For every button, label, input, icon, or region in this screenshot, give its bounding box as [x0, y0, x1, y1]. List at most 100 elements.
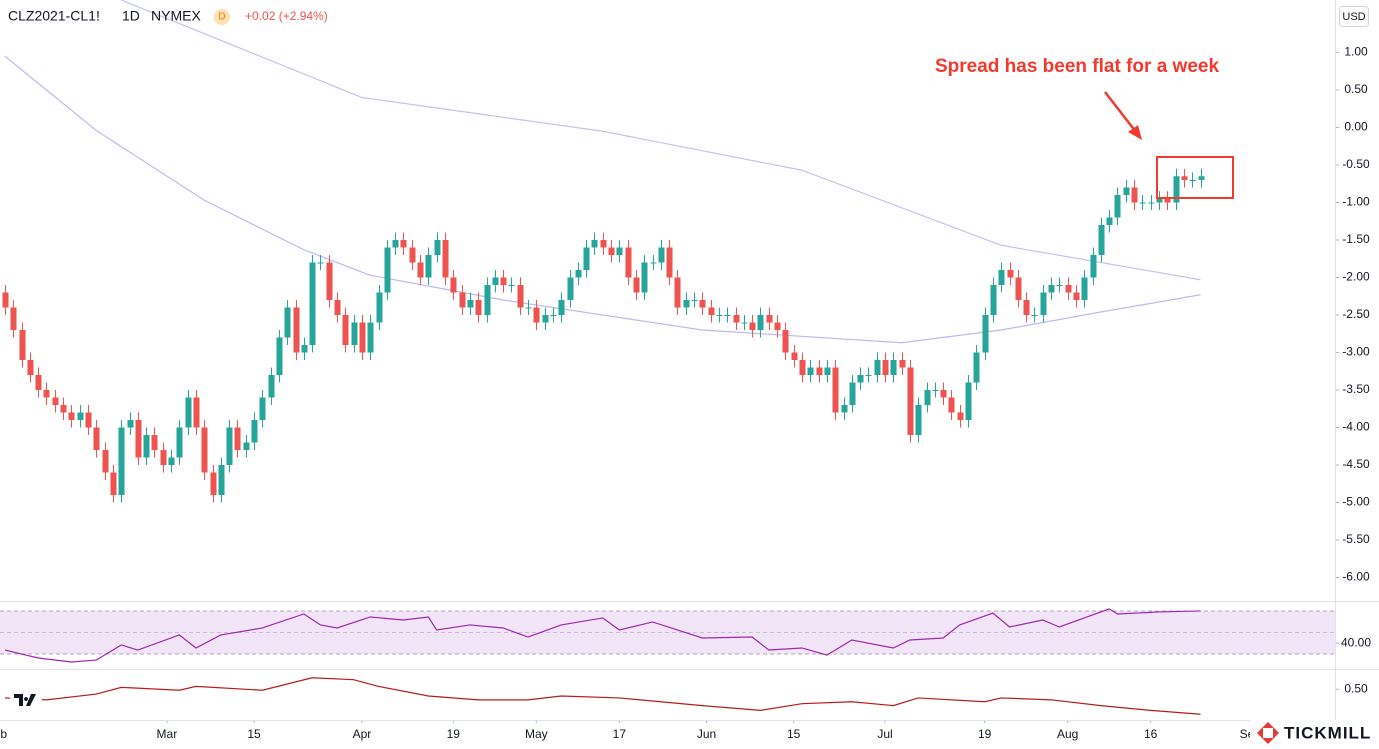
x-tick-label: 15	[247, 727, 261, 741]
price-axis: 1.00 0.50 0.00 -0.50 -1.00 -1.50 -2.00 -2.50 -3.…	[1335, 45, 1371, 695]
candle-body	[43, 390, 50, 398]
candle-body	[334, 300, 341, 315]
candle-body	[1098, 225, 1105, 255]
candle-body	[301, 345, 308, 353]
candle-body	[1139, 202, 1146, 204]
candle-body	[317, 262, 324, 264]
candle-body	[915, 405, 922, 435]
candle-body	[110, 472, 117, 495]
y-tick-label: -2.50	[1342, 307, 1370, 321]
x-tick-label: Aug	[1057, 727, 1078, 741]
candle-body	[791, 352, 798, 360]
candle-body	[865, 375, 872, 376]
y-tick-label: 1.00	[1344, 45, 1368, 59]
candle-body	[1056, 285, 1063, 286]
candle-body	[799, 360, 806, 375]
line	[120, 0, 1201, 281]
x-tick-label: May	[525, 727, 548, 741]
candle-body	[1198, 176, 1205, 180]
candle-body	[127, 420, 134, 428]
x-tick-label: Sep	[1240, 727, 1262, 741]
candle-body	[392, 240, 399, 248]
candle-body	[608, 247, 615, 255]
candle-body	[708, 307, 715, 315]
x-tick-label: Jul	[877, 727, 892, 741]
candle-body	[674, 277, 681, 308]
candle-body	[1048, 285, 1055, 293]
candle-body	[1073, 292, 1080, 300]
candle-body	[35, 375, 42, 390]
candle-body	[982, 315, 989, 353]
candle-body	[948, 397, 955, 413]
candle-body	[990, 285, 997, 315]
line	[4, 608, 1201, 663]
candle-body	[52, 397, 59, 405]
candle-body	[176, 427, 183, 458]
candle-body	[733, 315, 740, 323]
candle-body	[425, 255, 432, 278]
candle-body	[1031, 315, 1038, 316]
currency-button[interactable]	[1339, 6, 1369, 27]
candle-body	[293, 307, 300, 353]
candle-body	[766, 315, 773, 323]
indicator-pane	[4, 677, 1201, 715]
candle-body	[1065, 285, 1072, 293]
candle-body	[533, 307, 540, 323]
line	[4, 677, 1201, 715]
candle-body	[210, 472, 217, 495]
candle-body	[591, 240, 598, 248]
candle-body	[899, 360, 906, 368]
x-tick-label: Apr	[353, 727, 372, 741]
currency-label[interactable]: USD	[1342, 11, 1365, 23]
annotation-arrow	[1104, 91, 1137, 133]
arrow-head	[1128, 125, 1142, 140]
candle-body	[550, 315, 557, 316]
rsi-pane	[0, 608, 1335, 663]
candle-body	[1189, 180, 1196, 181]
candle-body	[268, 375, 275, 398]
candle-body	[143, 435, 150, 458]
y-tick-label: -3.00	[1342, 345, 1370, 359]
candle-body	[475, 300, 482, 315]
candle-body	[741, 322, 748, 324]
candle-body	[782, 330, 789, 353]
candle-body	[85, 412, 92, 428]
candle-body	[284, 307, 291, 338]
x-tick-label: 17	[613, 727, 627, 741]
candle-body	[417, 262, 424, 278]
candle-body	[1164, 198, 1171, 203]
candle-body	[168, 457, 175, 465]
candle-body	[890, 360, 897, 375]
candle-body	[1090, 255, 1097, 278]
candle-body	[218, 465, 225, 495]
candle-body	[774, 322, 781, 330]
candle-body	[650, 262, 657, 264]
price-pane	[2, 0, 1205, 503]
candle-body	[508, 285, 515, 286]
candle-body	[459, 292, 466, 308]
candle-body	[351, 322, 358, 345]
brand: TICKMILL	[1284, 723, 1371, 742]
candle-body	[484, 285, 491, 315]
candle-body	[857, 375, 864, 383]
candle-body	[517, 285, 524, 308]
symbol: CLZ2021-CL1!	[8, 8, 100, 24]
interval: 1D	[122, 8, 140, 24]
candle-body	[932, 390, 939, 391]
y-tick-label: 0.00	[1344, 120, 1368, 134]
candle-body	[27, 360, 34, 375]
candle-body	[757, 315, 764, 330]
candle-body	[1081, 277, 1088, 300]
candle-body	[749, 322, 756, 330]
time-axis: Feb Mar 15 Apr 19 May 17 Jun 15 Jul 19 Aug 16 Sep	[0, 720, 1262, 741]
y-tick-label: -1.00	[1342, 195, 1370, 209]
candle-body	[1015, 277, 1022, 300]
candle-body	[575, 270, 582, 278]
candle-body	[1148, 202, 1155, 204]
candle-body	[19, 330, 26, 360]
x-tick-label: 15	[787, 727, 801, 741]
candle-body	[973, 352, 980, 383]
candle-body	[1106, 217, 1113, 225]
candle-body	[1131, 187, 1138, 203]
